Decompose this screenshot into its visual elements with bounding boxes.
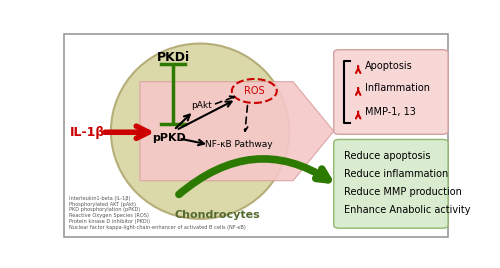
Text: Interleukin1-beta (IL-1β): Interleukin1-beta (IL-1β) [70,196,131,201]
Text: Enhance Anabolic activity: Enhance Anabolic activity [344,205,470,215]
Text: pAkt: pAkt [192,101,212,110]
Text: Nuclear factor kappa-light-chain-enhancer of activated B cells (NF-κB): Nuclear factor kappa-light-chain-enhance… [70,225,246,230]
Text: Reduce inflammation: Reduce inflammation [344,169,449,179]
Text: pPKD: pPKD [152,133,186,143]
FancyBboxPatch shape [334,139,448,228]
FancyArrowPatch shape [179,159,328,194]
Text: NF-κB Pathway: NF-κB Pathway [205,140,272,149]
Text: Inflammation: Inflammation [365,83,430,93]
Text: IL-1β: IL-1β [70,126,106,139]
Text: Reactive Oxygen Species (ROS): Reactive Oxygen Species (ROS) [70,213,150,218]
Text: Phosphorylated AKT (pAkt): Phosphorylated AKT (pAkt) [70,202,136,207]
FancyBboxPatch shape [64,34,448,237]
FancyBboxPatch shape [334,50,448,134]
Text: Chondrocytes: Chondrocytes [174,210,260,220]
Text: Protein kinase D inhibitor (PKDi): Protein kinase D inhibitor (PKDi) [70,219,150,224]
Ellipse shape [111,43,289,219]
Text: Reduce MMP production: Reduce MMP production [344,187,462,197]
Text: ROS: ROS [244,86,264,96]
Text: PKDi: PKDi [156,51,190,65]
Text: Apoptosis: Apoptosis [365,61,412,71]
Text: MMP-1, 13: MMP-1, 13 [365,107,416,117]
Text: PKD phosphorylation (pPKD): PKD phosphorylation (pPKD) [70,207,140,212]
Text: Reduce apoptosis: Reduce apoptosis [344,151,430,161]
Polygon shape [140,82,334,181]
